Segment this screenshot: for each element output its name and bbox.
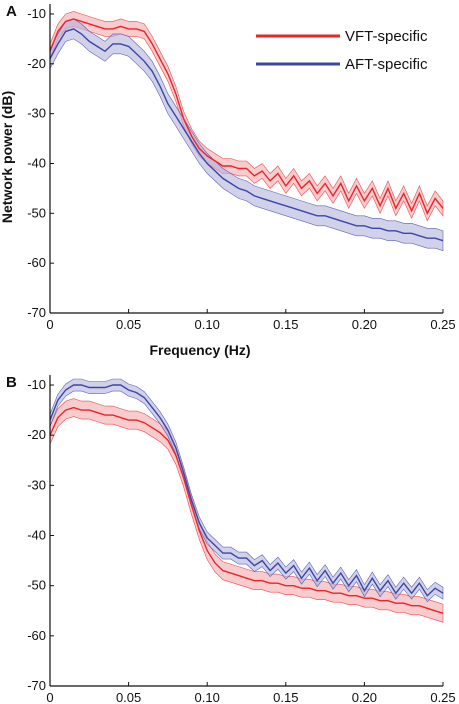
panel-label-b: B xyxy=(6,374,17,391)
y-tick-label: -10 xyxy=(27,377,46,392)
x-tick-label: 0.10 xyxy=(195,690,220,704)
y-tick-label: -50 xyxy=(27,578,46,593)
y-axis-label: Network power (dB) xyxy=(0,91,15,223)
y-tick-label: -20 xyxy=(27,427,46,442)
x-tick-label: 0.15 xyxy=(273,690,298,704)
x-tick-label: 0.25 xyxy=(430,690,455,704)
legend: VFT-specific AFT-specific xyxy=(256,28,428,73)
line-vft xyxy=(49,406,444,614)
x-tick-label: 0 xyxy=(46,317,53,332)
series-lines xyxy=(49,18,444,242)
panel-b: B 0 0.05 0.10 0.15 0.20 0.25 -10 -20 -30 -40 -50 -6… xyxy=(6,374,456,704)
series-lines xyxy=(49,384,444,614)
y-tick-label: -50 xyxy=(27,205,46,220)
band-vft xyxy=(49,11,444,222)
x-tick-label: 0.25 xyxy=(430,317,455,332)
panel-label-a: A xyxy=(6,3,17,20)
y-tick-label: -60 xyxy=(27,255,46,270)
y-tick-label: -10 xyxy=(27,6,46,21)
x-tick-label: 0.20 xyxy=(352,317,377,332)
x-axis-label: Frequency (Hz) xyxy=(149,342,250,358)
y-tick-label: -70 xyxy=(27,678,46,693)
x-tick-label: 0.15 xyxy=(273,317,298,332)
legend-label-vft: VFT-specific xyxy=(345,28,428,45)
line-vft xyxy=(49,18,444,215)
y-tick-label: -30 xyxy=(27,477,46,492)
x-tick-label: 0.05 xyxy=(116,690,141,704)
axes: 0 0.05 0.10 0.15 0.20 0.25 -10 -20 -30 -40 -50 -60 -… xyxy=(27,375,456,704)
y-tick-label: -70 xyxy=(27,305,46,320)
y-tick-label: -40 xyxy=(27,155,46,170)
x-tick-label: 0.10 xyxy=(195,317,220,332)
x-tick-label: 0 xyxy=(46,690,53,704)
x-tick-label: 0.05 xyxy=(116,317,141,332)
y-tick-label: -40 xyxy=(27,528,46,543)
band-aft xyxy=(49,18,444,252)
legend-label-aft: AFT-specific xyxy=(345,56,428,73)
y-tick-label: -60 xyxy=(27,628,46,643)
line-aft xyxy=(49,384,444,597)
axes: 0 0.05 0.10 0.15 0.20 0.25 -10 -20 -30 -40 -50 -60 -… xyxy=(27,4,456,332)
y-tick-label: -30 xyxy=(27,106,46,121)
x-tick-label: 0.20 xyxy=(352,690,377,704)
panel-a: A 0 0.05 0.10 0.15 0.20 0.25 -10 -20 -30 -40 -50 -6… xyxy=(0,3,456,358)
line-aft xyxy=(49,28,444,242)
y-tick-label: -20 xyxy=(27,56,46,71)
